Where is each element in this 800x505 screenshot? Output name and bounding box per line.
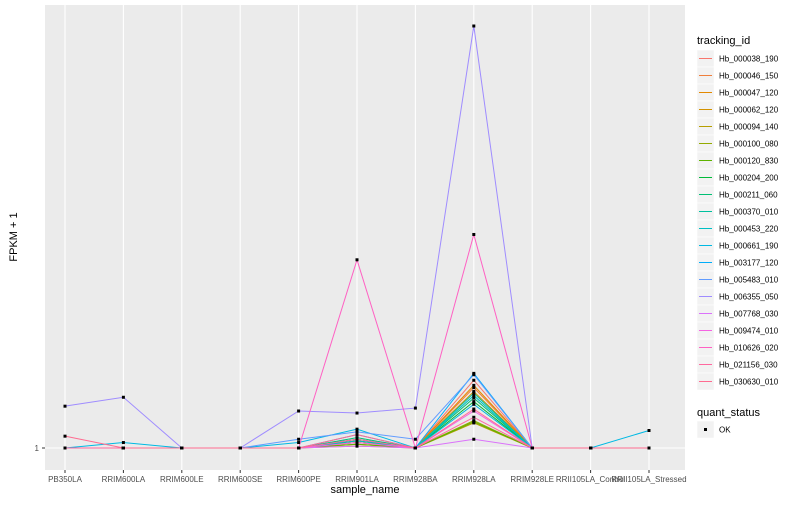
data-point <box>472 396 476 400</box>
x-tick-label: RRII105LA_Stressed <box>611 475 686 484</box>
data-point <box>121 446 125 450</box>
y-tick-label: 1 <box>35 444 40 453</box>
data-point <box>121 441 125 445</box>
y-axis-title: FPKM + 1 <box>8 212 20 261</box>
data-point <box>355 430 359 434</box>
legend2-title: quant_status <box>697 407 760 419</box>
legend-label: Hb_000661_190 <box>719 242 779 251</box>
legend-label: Hb_000120_830 <box>719 157 779 166</box>
data-point <box>472 407 476 411</box>
data-point <box>355 444 359 448</box>
legend-label: Hb_000094_140 <box>719 123 779 132</box>
data-point <box>297 409 301 413</box>
data-point <box>355 442 359 446</box>
data-point <box>472 383 476 387</box>
data-point <box>355 427 359 431</box>
legend-label: Hb_000046_150 <box>719 72 779 81</box>
legend-label: Hb_021156_030 <box>719 361 778 370</box>
data-point <box>180 446 184 450</box>
data-point <box>297 437 301 441</box>
data-point <box>355 258 359 262</box>
data-point <box>355 441 359 445</box>
plot-panel <box>45 5 685 470</box>
data-point <box>472 232 476 236</box>
legend-label: Hb_000038_190 <box>719 55 779 64</box>
legend-label: Hb_000100_080 <box>719 140 779 149</box>
data-point <box>121 395 125 399</box>
legend-label: Hb_000370_010 <box>719 208 779 217</box>
data-point <box>472 400 476 404</box>
x-tick-label: PB350LA <box>48 475 82 484</box>
x-tick-label: RRIM600SE <box>218 475 262 484</box>
legend-label: Hb_000211_060 <box>719 191 778 200</box>
data-point <box>63 446 67 450</box>
data-point <box>530 446 534 450</box>
data-point <box>589 446 593 450</box>
data-point <box>355 436 359 440</box>
data-point <box>472 386 476 390</box>
data-point <box>238 446 242 450</box>
data-point <box>472 24 476 28</box>
x-tick-label: RRIM901LA <box>335 475 379 484</box>
x-tick-label: RRII105LA_Control <box>556 475 626 484</box>
legend-label: Hb_000062_120 <box>719 106 779 115</box>
data-points <box>63 24 651 450</box>
data-point <box>355 433 359 437</box>
data-point <box>472 378 476 382</box>
legend-label: Hb_007768_030 <box>719 310 779 319</box>
legend-label: Hb_000047_120 <box>719 89 779 98</box>
legend-label: Hb_009474_010 <box>719 327 779 336</box>
data-point <box>413 446 417 450</box>
axes: PB350LA RRIM600LA RRIM600LE RRIM600SE RRIM60… <box>35 444 687 484</box>
data-point <box>297 446 301 450</box>
legend-label: Hb_005483_010 <box>719 276 779 285</box>
data-point <box>472 409 476 413</box>
legend2-label: OK <box>719 426 731 435</box>
data-point <box>472 394 476 398</box>
data-point <box>472 373 476 377</box>
x-axis-title: sample_name <box>330 484 399 496</box>
legend2-key-point <box>704 428 707 431</box>
legend-label: Hb_000453_220 <box>719 225 779 234</box>
data-point <box>472 420 476 424</box>
data-point <box>413 437 417 441</box>
legend-label: Hb_003177_120 <box>719 259 779 268</box>
x-tick-label: RRIM928LE <box>510 475 554 484</box>
legend-label: Hb_030630_010 <box>719 378 779 387</box>
legend-title: tracking_id <box>697 35 750 47</box>
legend-label: Hb_006355_050 <box>719 293 779 302</box>
legend-label: Hb_010626_020 <box>719 344 779 353</box>
data-point <box>355 411 359 415</box>
data-point <box>472 390 476 394</box>
data-point <box>355 437 359 441</box>
data-point <box>297 441 301 445</box>
legend-label: Hb_000204_200 <box>719 174 779 183</box>
data-point <box>472 402 476 406</box>
x-tick-label: RRIM928LA <box>452 475 496 484</box>
legend: tracking_id quant_status Hb_000038_190 Hb… <box>696 35 779 439</box>
data-point <box>472 415 476 419</box>
data-point <box>63 434 67 438</box>
data-point <box>647 429 651 433</box>
data-point <box>63 404 67 408</box>
data-point <box>355 439 359 443</box>
x-tick-label: RRIM600PE <box>276 475 320 484</box>
data-point <box>413 406 417 410</box>
data-point <box>472 437 476 441</box>
data-point <box>472 391 476 395</box>
x-tick-label: RRIM928BA <box>393 475 438 484</box>
x-tick-label: RRIM600LE <box>160 475 204 484</box>
x-tick-label: RRIM600LA <box>102 475 146 484</box>
data-point <box>647 446 651 450</box>
